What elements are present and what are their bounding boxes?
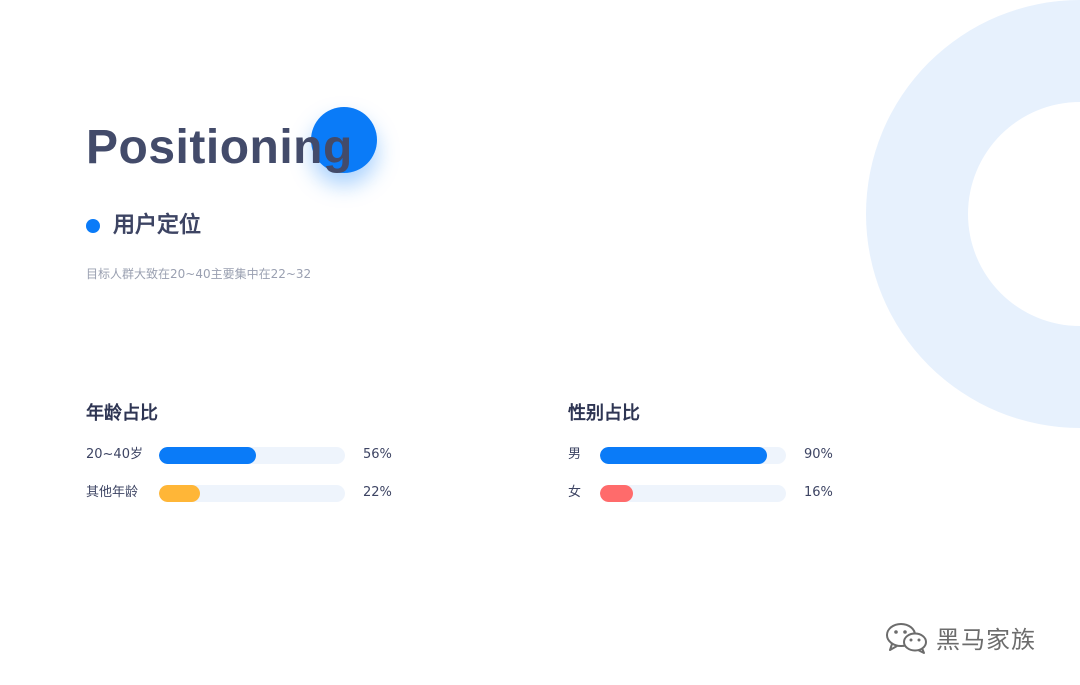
stat-row: 男 90% bbox=[568, 446, 888, 484]
stat-label: 男 bbox=[568, 447, 582, 462]
watermark: 黑马家族 bbox=[884, 620, 1036, 655]
stat-value: 90% bbox=[804, 447, 833, 462]
gender-stat-title: 性别占比 bbox=[568, 403, 640, 424]
section-heading: 用户定位 bbox=[113, 213, 202, 238]
stat-value: 16% bbox=[804, 485, 833, 500]
progress-track bbox=[600, 485, 786, 502]
stat-row: 其他年龄 22% bbox=[86, 484, 406, 522]
progress-track bbox=[159, 447, 345, 464]
stat-value: 22% bbox=[363, 485, 392, 500]
progress-fill bbox=[159, 447, 256, 464]
progress-track bbox=[159, 485, 345, 502]
title-accent-dot bbox=[311, 107, 377, 173]
section-description: 目标人群大致在20~40主要集中在22~32 bbox=[86, 267, 312, 281]
stat-label: 其他年龄 bbox=[86, 485, 139, 500]
progress-fill bbox=[600, 447, 768, 464]
stat-row: 女 16% bbox=[568, 484, 888, 522]
stat-label: 20~40岁 bbox=[86, 447, 143, 462]
section-bullet-icon bbox=[86, 219, 100, 233]
progress-fill bbox=[600, 485, 634, 502]
stat-value: 56% bbox=[363, 447, 392, 462]
stat-label: 女 bbox=[568, 485, 582, 500]
watermark-text: 黑马家族 bbox=[936, 626, 1036, 654]
progress-fill bbox=[159, 485, 200, 502]
age-stat-block: 年龄占比 20~40岁 56% 其他年龄 22% bbox=[86, 402, 406, 522]
age-stat-title: 年龄占比 bbox=[86, 403, 158, 424]
progress-track bbox=[600, 447, 786, 464]
page-title: Positioning bbox=[86, 121, 353, 174]
stat-row: 20~40岁 56% bbox=[86, 446, 406, 484]
gender-stat-block: 性别占比 男 90% 女 16% bbox=[568, 402, 888, 522]
wechat-icon bbox=[886, 622, 927, 654]
